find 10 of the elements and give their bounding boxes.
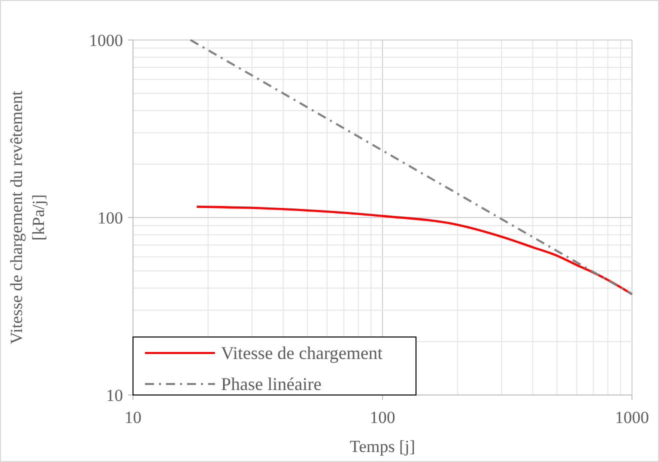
legend-label: Phase linéaire	[221, 374, 322, 394]
x-tick-label: 10	[124, 408, 142, 427]
x-axis-title: Temps [j]	[350, 437, 416, 456]
y-tick-label: 10	[106, 386, 123, 405]
y-tick-label: 1000	[89, 31, 123, 50]
x-tick-label: 1000	[615, 408, 649, 427]
y-tick-label: 100	[98, 208, 123, 228]
legend-label: Vitesse de chargement	[221, 343, 383, 363]
y-axis-title: Vitesse de chargement du revêtement [kPa/j]	[7, 90, 48, 344]
x-tick-label: 100	[370, 408, 396, 427]
